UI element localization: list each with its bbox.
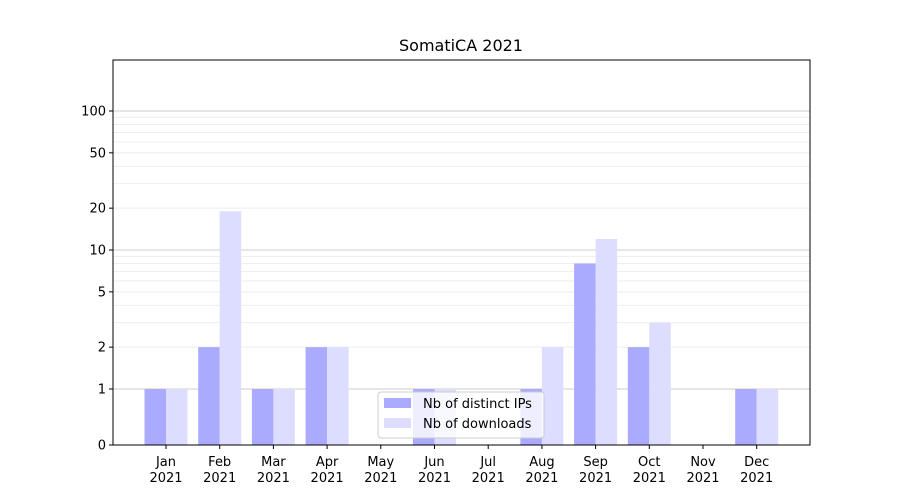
legend-swatch	[384, 398, 411, 408]
bars	[144, 211, 779, 445]
x-tick-label-month: Aug	[529, 455, 554, 470]
x-tick-label-year: 2021	[686, 471, 719, 486]
x-tick-label-month: Apr	[316, 455, 339, 470]
legend: Nb of distinct IPs Nb of downloads	[377, 391, 545, 439]
y-tick-label: 1	[98, 383, 106, 398]
y-axis: 0 1 2 5 10 20 50 100	[81, 105, 113, 454]
x-tick-label-year: 2021	[740, 471, 773, 486]
bar-distinct-ips	[627, 347, 650, 445]
bar-distinct-ips	[198, 347, 220, 445]
x-tick-label-year: 2021	[579, 471, 612, 486]
bar-downloads	[649, 322, 671, 445]
bar-downloads	[327, 347, 349, 445]
bar-distinct-ips	[251, 389, 274, 445]
x-tick-label-month: May	[367, 455, 394, 470]
chart-title: SomatiCA 2021	[399, 36, 523, 55]
x-axis: Jan2021Feb2021Mar2021Apr2021May2021Jun20…	[149, 445, 773, 486]
legend-swatch	[384, 418, 411, 428]
x-tick-label-month: Jul	[479, 455, 496, 470]
y-tick-label: 0	[98, 439, 106, 454]
x-tick-label-year: 2021	[203, 471, 236, 486]
y-tick-label: 5	[98, 285, 106, 300]
bar-distinct-ips	[144, 389, 166, 445]
x-tick-label-month: Nov	[690, 455, 716, 470]
bar-downloads	[219, 211, 242, 445]
bar-distinct-ips	[574, 263, 596, 445]
bar-downloads	[541, 347, 564, 445]
x-tick-label-month: Mar	[261, 455, 286, 470]
bar-downloads	[595, 238, 618, 445]
x-tick-label-month: Feb	[208, 455, 231, 470]
x-tick-label-month: Jun	[423, 455, 444, 470]
legend-label: Nb of downloads	[423, 417, 532, 432]
y-tick-label: 10	[89, 244, 106, 259]
bar-downloads	[273, 389, 295, 445]
bar-downloads	[756, 389, 779, 445]
x-tick-label-year: 2021	[311, 471, 344, 486]
x-tick-label-month: Dec	[744, 455, 769, 470]
y-tick-label: 100	[81, 105, 106, 120]
y-tick-label: 50	[89, 146, 106, 161]
plot-frame	[112, 59, 811, 446]
x-tick-label-month: Oct	[638, 455, 660, 470]
x-tick-label-year: 2021	[364, 471, 397, 486]
x-tick-label-year: 2021	[525, 471, 558, 486]
x-tick-label-year: 2021	[257, 471, 290, 486]
x-tick-label-year: 2021	[472, 471, 505, 486]
x-tick-label-year: 2021	[149, 471, 182, 486]
y-tick-label: 2	[98, 341, 106, 356]
bar-distinct-ips	[735, 389, 757, 445]
legend-box	[377, 391, 545, 439]
x-tick-label-year: 2021	[418, 471, 451, 486]
bar-distinct-ips	[305, 347, 328, 445]
legend-label: Nb of distinct IPs	[423, 397, 532, 412]
x-tick-label-month: Sep	[583, 455, 608, 470]
bar-downloads	[166, 389, 188, 445]
x-tick-label-year: 2021	[633, 471, 666, 486]
x-tick-label-month: Jan	[155, 455, 176, 470]
y-tick-label: 20	[89, 202, 106, 217]
